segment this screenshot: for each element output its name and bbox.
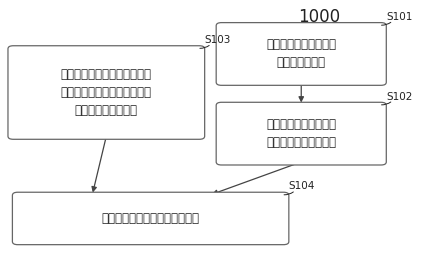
Text: S102: S102 xyxy=(386,91,413,102)
Text: 将第一键合层与第二键合层键合: 将第一键合层与第二键合层键合 xyxy=(101,212,200,225)
FancyBboxPatch shape xyxy=(8,46,205,139)
FancyBboxPatch shape xyxy=(12,192,289,245)
Text: S103: S103 xyxy=(205,35,231,45)
Text: 在第一半导体层形成鳍
式场效应晶体管: 在第一半导体层形成鳍 式场效应晶体管 xyxy=(266,39,336,69)
Text: 在第二半导体层形成三维存储
结构，并形成与三维存储结构
电连接的第二键合层: 在第二半导体层形成三维存储 结构，并形成与三维存储结构 电连接的第二键合层 xyxy=(61,68,152,117)
Text: S101: S101 xyxy=(386,12,413,22)
FancyBboxPatch shape xyxy=(216,23,386,85)
Text: 1000: 1000 xyxy=(298,8,340,26)
Text: S104: S104 xyxy=(289,181,315,191)
Text: 形成与鳍式场效应晶体
管电连接的第一键合层: 形成与鳍式场效应晶体 管电连接的第一键合层 xyxy=(266,118,336,149)
FancyBboxPatch shape xyxy=(216,102,386,165)
